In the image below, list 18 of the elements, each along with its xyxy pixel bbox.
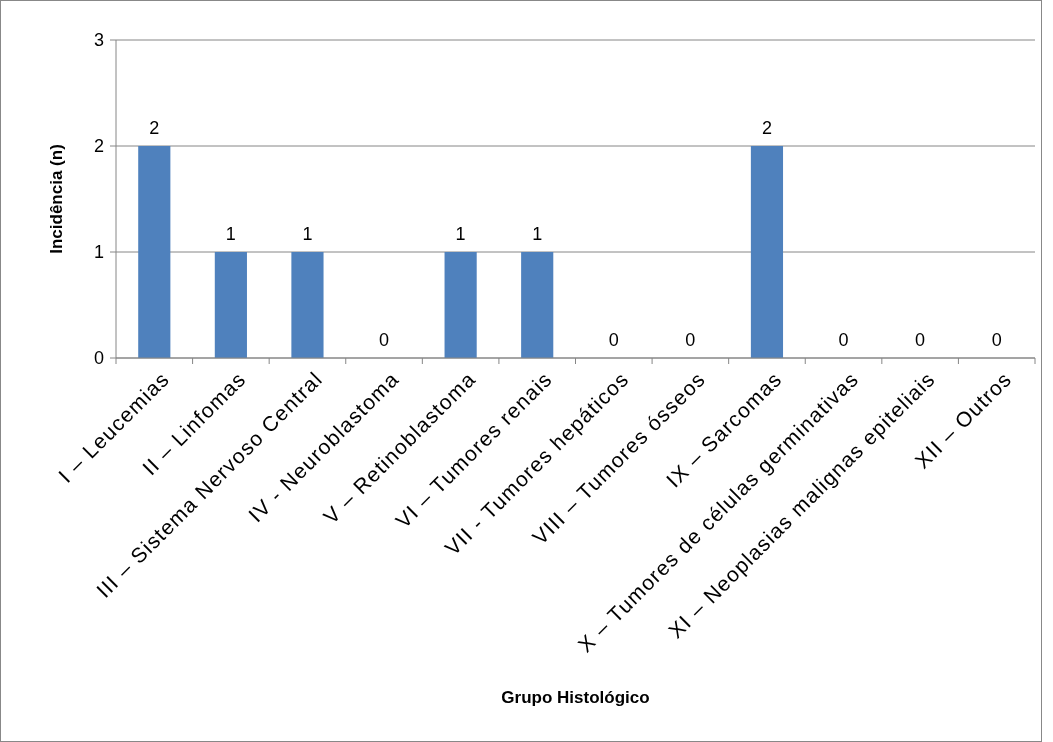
x-axis-title: Grupo Histológico [501, 688, 650, 707]
data-label: 1 [455, 224, 466, 244]
data-label: 0 [379, 330, 390, 350]
data-label: 0 [915, 330, 926, 350]
data-label: 0 [838, 330, 849, 350]
data-label: 1 [225, 224, 236, 244]
data-label: 1 [302, 224, 313, 244]
data-label: 2 [149, 118, 160, 138]
data-label: 2 [761, 118, 772, 138]
y-tick-label: 0 [93, 348, 104, 369]
y-axis-title: Incidência (n) [47, 144, 66, 254]
data-label: 0 [608, 330, 619, 350]
data-label: 0 [991, 330, 1002, 350]
y-tick-label: 2 [93, 136, 104, 157]
y-tick-label: 3 [93, 30, 104, 51]
y-tick-label: 1 [93, 242, 104, 263]
data-label: 0 [685, 330, 696, 350]
data-label: 1 [532, 224, 543, 244]
